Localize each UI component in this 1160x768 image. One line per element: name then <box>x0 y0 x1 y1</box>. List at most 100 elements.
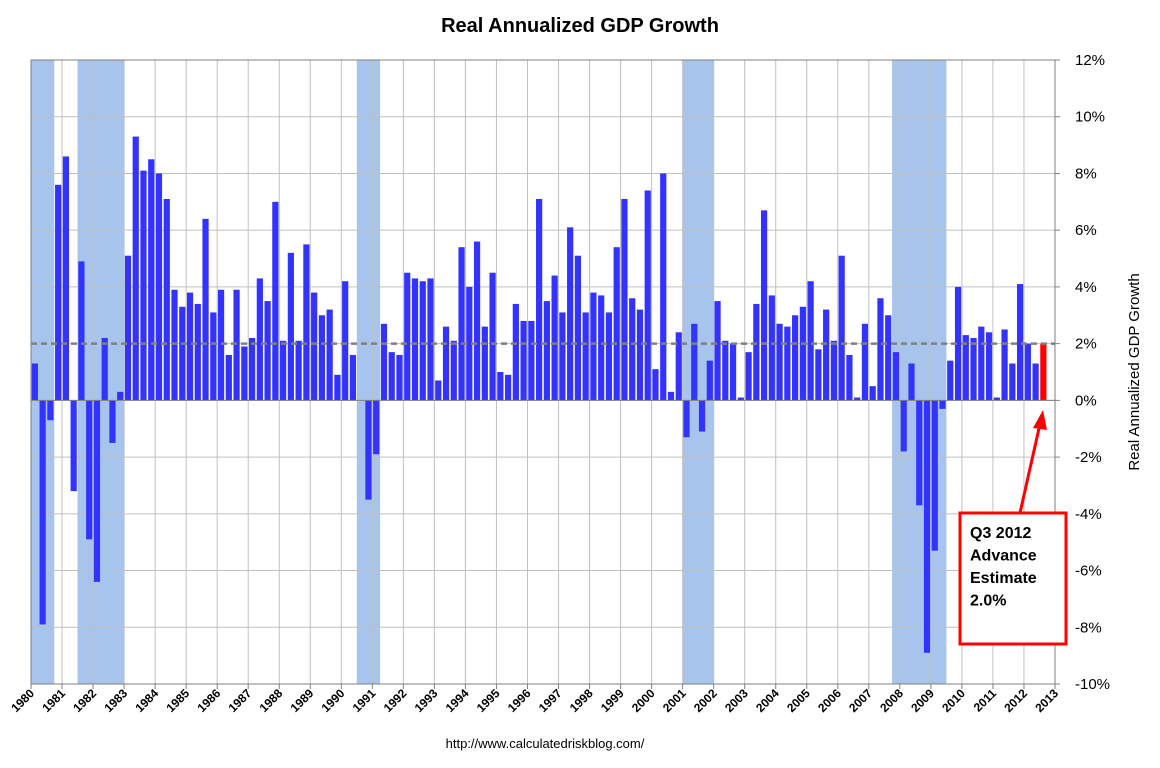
bar <box>117 391 124 401</box>
bar <box>675 332 682 401</box>
bar <box>124 255 132 401</box>
bar <box>1040 343 1047 401</box>
annotation-box <box>958 511 1068 646</box>
bar <box>861 323 869 401</box>
bar <box>140 170 147 401</box>
y-axis-title: Real Annualized GDP Growth <box>1126 273 1143 470</box>
bar <box>163 198 170 401</box>
bar <box>970 337 977 401</box>
bar <box>776 323 783 401</box>
bar <box>660 173 667 401</box>
bar <box>916 400 923 506</box>
bar <box>70 400 77 492</box>
bar <box>908 363 915 401</box>
bar <box>349 354 357 401</box>
bar <box>78 261 85 401</box>
bar <box>179 306 186 401</box>
bar <box>442 326 450 401</box>
bar <box>504 374 512 401</box>
bar <box>869 386 876 401</box>
x-tick-label: 1996 <box>505 686 534 715</box>
y-tick-label: 10% <box>1075 109 1105 126</box>
bar <box>489 272 496 401</box>
y-tick-label: 4% <box>1075 279 1097 296</box>
bar <box>784 326 791 401</box>
bar <box>931 400 938 551</box>
y-tick-label: -2% <box>1075 449 1102 466</box>
plot-frame <box>30 59 1056 685</box>
bar <box>892 352 900 401</box>
x-tick-label: 2002 <box>691 686 720 715</box>
x-tick-label: 2010 <box>939 686 968 715</box>
bar <box>900 400 907 452</box>
bar <box>241 346 248 401</box>
bar <box>729 343 737 401</box>
bar <box>256 278 263 401</box>
bar <box>155 173 163 401</box>
bar <box>722 340 729 401</box>
bar <box>823 309 830 401</box>
bar <box>334 374 341 401</box>
bar <box>225 354 232 401</box>
bar <box>582 312 589 401</box>
y-tick-label: -8% <box>1075 619 1102 636</box>
x-tick-label: 1997 <box>536 686 565 715</box>
x-tick-label: 1994 <box>443 686 472 715</box>
x-tick-label: 2005 <box>784 686 813 715</box>
bar <box>171 289 178 401</box>
bar <box>613 247 620 401</box>
bar <box>598 295 605 401</box>
bar <box>947 360 954 401</box>
bar <box>636 309 644 401</box>
y-tick-label: -6% <box>1075 563 1102 580</box>
bar <box>101 337 108 401</box>
bar <box>1001 329 1008 401</box>
annotation-text: Q3 2012 <box>970 525 1031 542</box>
bar <box>543 301 550 401</box>
bar <box>419 281 426 401</box>
x-tick-label: 2000 <box>629 686 658 715</box>
bar <box>435 380 442 401</box>
bar <box>815 349 822 401</box>
y-tick-label: 12% <box>1075 52 1105 69</box>
bar <box>47 400 54 421</box>
bar <box>737 397 744 401</box>
x-tick-label: 2004 <box>753 686 782 715</box>
x-tick-label: 1982 <box>70 686 99 715</box>
y-tick-label: 0% <box>1075 392 1097 409</box>
bar <box>248 337 256 401</box>
bar <box>272 201 279 401</box>
x-tick-label: 2012 <box>1001 686 1030 715</box>
x-tick-label: 2003 <box>722 686 751 715</box>
bar <box>768 295 775 401</box>
bar <box>629 298 636 401</box>
y-tick-label: 8% <box>1075 165 1097 182</box>
bar <box>923 400 931 653</box>
bar <box>31 363 38 401</box>
bar <box>559 312 566 401</box>
y-tick-label: 2% <box>1075 336 1097 353</box>
bar <box>830 340 838 401</box>
annotation-text: Advance <box>970 548 1037 565</box>
bar <box>210 312 217 401</box>
bar <box>528 320 535 401</box>
source: http://www.calculatedriskblog.com/ <box>446 736 645 751</box>
bar <box>497 372 504 401</box>
bar <box>473 241 481 401</box>
recession-band <box>31 60 55 684</box>
bar <box>745 352 752 401</box>
bar <box>388 352 395 401</box>
x-tick-label: 2009 <box>908 686 937 715</box>
y-tick-label: 6% <box>1075 222 1097 239</box>
bar <box>1024 343 1031 401</box>
bar <box>217 289 225 401</box>
annotation-text: 2.0% <box>970 593 1006 610</box>
x-tick-label: 1989 <box>288 686 317 715</box>
bar <box>458 247 465 401</box>
bar <box>683 400 690 438</box>
bar <box>86 400 93 540</box>
bar <box>885 315 892 401</box>
bar <box>567 227 574 401</box>
x-tick-label: 1995 <box>474 686 503 715</box>
